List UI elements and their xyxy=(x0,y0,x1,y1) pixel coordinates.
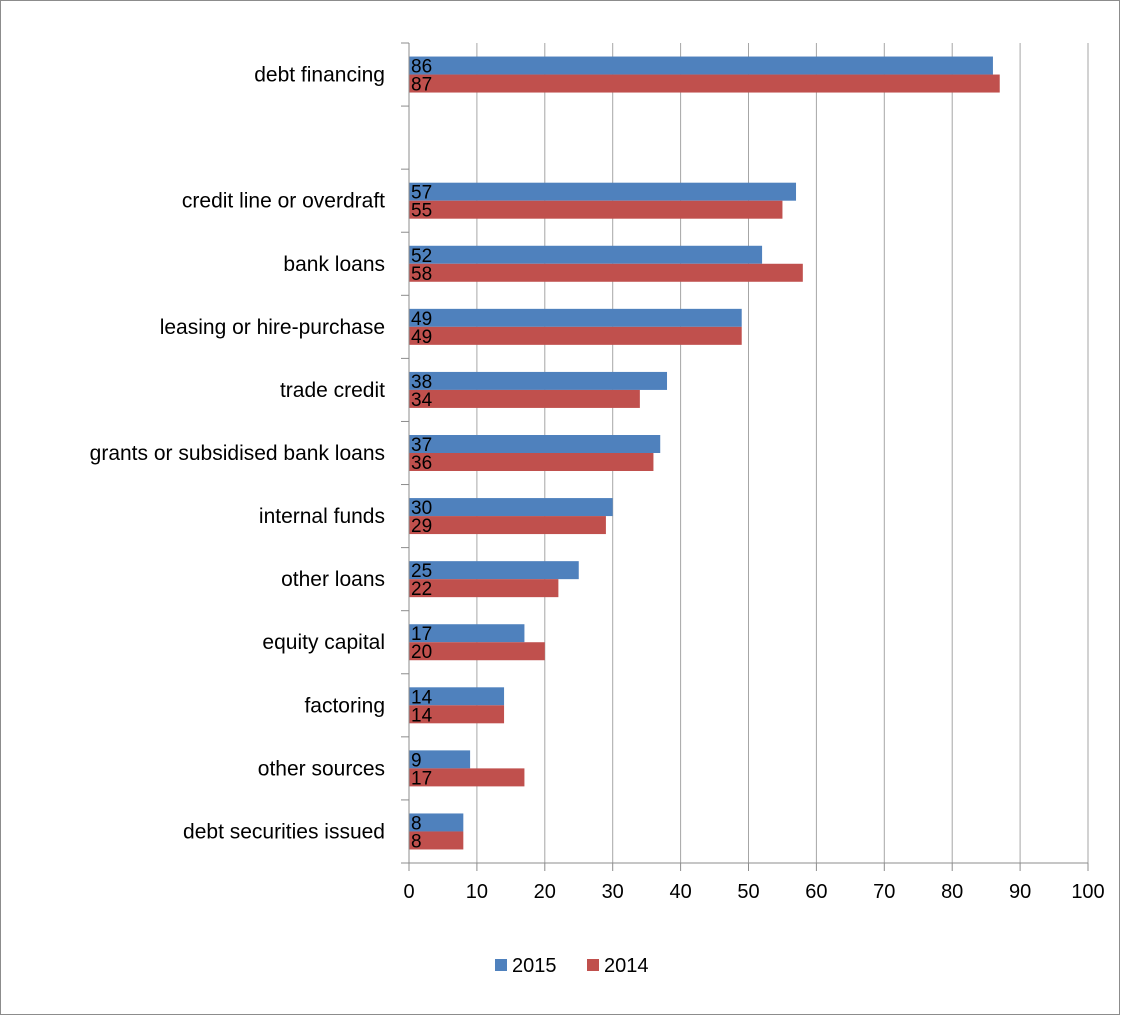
data-label-2014-credit-line-or-overdraft: 55 xyxy=(411,201,432,222)
bar-2015-trade-credit xyxy=(409,371,668,390)
data-label-2014-other-loans: 22 xyxy=(411,579,432,600)
bar-2015-bank-loans xyxy=(409,245,763,264)
x-tick-label-90: 90 xyxy=(1009,881,1031,903)
legend-label-2014: 2014 xyxy=(604,955,649,977)
x-tick-label-60: 60 xyxy=(805,881,827,903)
bar-2015-internal-funds xyxy=(409,498,613,517)
category-label-grants-or-subsidised-bank-loans: grants or subsidised bank loans xyxy=(90,442,385,465)
bar-2015-equity-capital xyxy=(409,624,525,643)
category-label-other-loans: other loans xyxy=(281,568,385,591)
data-label-2014-debt-financing: 87 xyxy=(411,75,432,96)
bar-2014-bank-loans xyxy=(409,263,803,282)
bar-2015-credit-line-or-overdraft xyxy=(409,182,797,201)
data-label-2014-debt-securities-issued: 8 xyxy=(411,831,422,852)
bar-2014-equity-capital xyxy=(409,642,545,661)
labels: 0 10 20 30 40 50 60 70 80 90 100 debt financing 8687… xyxy=(90,57,1105,903)
data-label-2014-trade-credit: 34 xyxy=(411,390,433,411)
x-tick-label-0: 0 xyxy=(403,881,414,903)
x-tick-label-100: 100 xyxy=(1071,881,1104,903)
data-label-2014-internal-funds: 29 xyxy=(411,516,432,537)
bar-2014-factoring xyxy=(409,705,505,724)
data-label-2015-grants-or-subsidised-bank-loans: 37 xyxy=(411,435,432,456)
category-label-trade-credit: trade credit xyxy=(280,379,385,402)
data-label-2015-debt-securities-issued: 8 xyxy=(411,813,422,834)
bar-2014-credit-line-or-overdraft xyxy=(409,200,783,219)
x-tick-label-80: 80 xyxy=(941,881,963,903)
x-tick-label-10: 10 xyxy=(466,881,488,903)
bar-2014-leasing-or-hire-purchase xyxy=(409,326,742,345)
bars xyxy=(409,56,1000,850)
data-label-2015-credit-line-or-overdraft: 57 xyxy=(411,183,432,204)
axes xyxy=(401,42,1089,871)
bar-2014-debt-financing xyxy=(409,74,1000,93)
bar-2015-other-loans xyxy=(409,561,579,580)
data-label-2014-leasing-or-hire-purchase: 49 xyxy=(411,327,432,348)
bar-2014-grants-or-subsidised-bank-loans xyxy=(409,453,654,471)
legend-swatch-2015 xyxy=(495,959,507,971)
bar-2015-debt-financing xyxy=(409,56,993,75)
category-label-equity-capital: equity capital xyxy=(262,631,385,654)
data-label-2015-bank-loans: 52 xyxy=(411,246,432,267)
data-label-2014-bank-loans: 58 xyxy=(411,264,432,285)
data-label-2014-factoring: 14 xyxy=(411,705,433,726)
category-label-bank-loans: bank loans xyxy=(283,253,385,276)
bar-2014-other-sources xyxy=(409,768,525,787)
category-label-other-sources: other sources xyxy=(258,757,385,780)
gridlines xyxy=(476,43,1089,863)
x-tick-label-40: 40 xyxy=(669,881,691,903)
data-label-2014-equity-capital: 20 xyxy=(411,642,432,663)
bar-2014-debt-securities-issued xyxy=(409,831,464,850)
data-label-2015-trade-credit: 38 xyxy=(411,372,432,393)
category-label-debt-securities-issued: debt securities issued xyxy=(183,820,385,843)
legend-swatch-2014 xyxy=(587,959,599,971)
bar-2014-trade-credit xyxy=(409,389,640,408)
data-label-2015-equity-capital: 17 xyxy=(411,624,432,645)
legend: 2015 2014 xyxy=(495,955,649,977)
data-label-2015-leasing-or-hire-purchase: 49 xyxy=(411,309,432,330)
category-label-factoring: factoring xyxy=(304,694,385,717)
bar-2015-factoring xyxy=(409,687,505,706)
category-label-internal-funds: internal funds xyxy=(259,505,385,528)
bar-2015-leasing-or-hire-purchase xyxy=(409,308,742,327)
bar-2014-internal-funds xyxy=(409,516,606,535)
data-label-2015-internal-funds: 30 xyxy=(411,498,432,519)
x-tick-label-20: 20 xyxy=(534,881,556,903)
data-label-2015-other-sources: 9 xyxy=(411,750,422,771)
x-tick-label-30: 30 xyxy=(602,881,624,903)
category-label-debt-financing: debt financing xyxy=(254,64,385,87)
bar-2014-other-loans xyxy=(409,579,559,598)
bar-2015-debt-securities-issued xyxy=(409,813,464,832)
category-label-leasing-or-hire-purchase: leasing or hire-purchase xyxy=(160,316,385,339)
bar-2015-other-sources xyxy=(409,750,471,769)
data-label-2015-factoring: 14 xyxy=(411,687,433,708)
data-label-2015-other-loans: 25 xyxy=(411,561,432,582)
data-label-2014-other-sources: 17 xyxy=(411,768,432,789)
bar-2015-grants-or-subsidised-bank-loans xyxy=(409,435,661,453)
legend-label-2015: 2015 xyxy=(512,955,557,977)
x-tick-label-70: 70 xyxy=(873,881,895,903)
x-tick-label-50: 50 xyxy=(737,881,759,903)
data-label-2014-grants-or-subsidised-bank-loans: 36 xyxy=(411,453,432,474)
category-label-credit-line-or-overdraft: credit line or overdraft xyxy=(182,190,385,213)
data-label-2015-debt-financing: 86 xyxy=(411,57,432,78)
